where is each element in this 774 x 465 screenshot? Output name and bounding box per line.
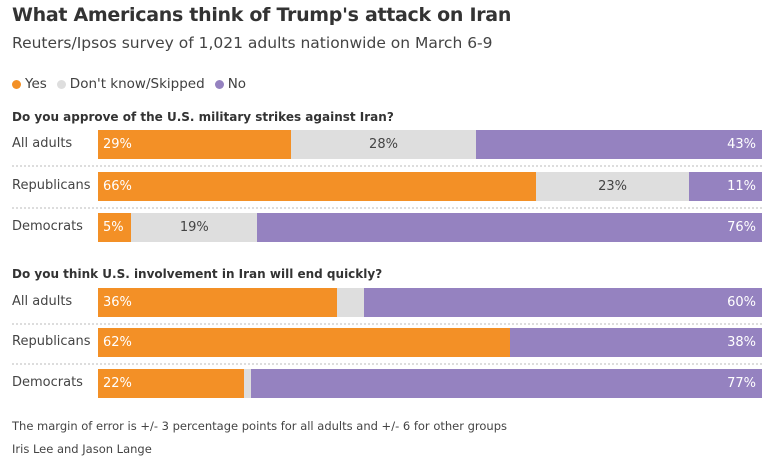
row-divider xyxy=(12,363,762,365)
row-divider xyxy=(12,165,762,167)
bar-row: All adults 36% 60% xyxy=(0,288,774,317)
legend-item-yes: Yes xyxy=(12,76,47,92)
bar-row: Democrats 22% 77% xyxy=(0,369,774,398)
data-label: 22% xyxy=(103,376,132,391)
row-divider xyxy=(12,207,762,209)
bar-segment-no: 76% xyxy=(257,213,762,242)
bar-segment-no: 77% xyxy=(250,369,762,398)
legend: Yes Don't know/Skipped No xyxy=(12,76,246,92)
legend-item-dont-know: Don't know/Skipped xyxy=(56,76,205,92)
stacked-bar: 22% 77% xyxy=(98,369,762,398)
data-label: 5% xyxy=(103,220,124,235)
stacked-bar: 36% 60% xyxy=(98,288,762,317)
data-label: 36% xyxy=(103,295,132,310)
legend-swatch xyxy=(214,79,224,89)
category-label: All adults xyxy=(12,136,73,151)
data-label: 60% xyxy=(727,295,756,310)
bar-segment-yes: 62% xyxy=(98,328,510,357)
legend-swatch xyxy=(56,79,66,89)
chart-title: What Americans think of Trump's attack o… xyxy=(12,4,512,26)
footnote: The margin of error is +/- 3 percentage … xyxy=(12,419,507,433)
stacked-bar: 29% 28% 43% xyxy=(98,130,762,159)
category-label: Republicans xyxy=(12,178,91,193)
bar-segment-no: 11% xyxy=(688,172,762,201)
category-label: Democrats xyxy=(12,219,83,234)
data-label: 43% xyxy=(727,137,756,152)
bar-segment-yes: 22% xyxy=(98,369,245,398)
bar-row: Democrats 5% 19% 76% xyxy=(0,213,774,242)
legend-label: Yes xyxy=(25,76,47,92)
bar-row: All adults 29% 28% 43% xyxy=(0,130,774,159)
category-label: Democrats xyxy=(12,375,83,390)
bar-segment-yes: 5% xyxy=(98,213,132,242)
data-label: 62% xyxy=(103,335,132,350)
legend-swatch xyxy=(12,79,21,89)
stacked-bar: 5% 19% 76% xyxy=(98,213,762,242)
category-label: Republicans xyxy=(12,334,91,349)
bar-segment-no: 60% xyxy=(363,288,762,317)
data-label: 77% xyxy=(727,376,756,391)
row-divider xyxy=(12,323,762,325)
bar-segment-don-t-know-skipped xyxy=(244,369,251,398)
bar-segment-no: 38% xyxy=(509,328,762,357)
bar-segment-don-t-know-skipped: 23% xyxy=(536,172,689,201)
category-label: All adults xyxy=(12,294,73,309)
bar-row: Republicans 66% 23% 11% xyxy=(0,172,774,201)
chart-subtitle: Reuters/Ipsos survey of 1,021 adults nat… xyxy=(12,34,493,52)
byline: Iris Lee and Jason Lange xyxy=(12,442,152,456)
bar-segment-don-t-know-skipped: 19% xyxy=(131,213,258,242)
data-label: 11% xyxy=(727,179,756,194)
stacked-bar: 62% 38% xyxy=(98,328,762,357)
legend-label: Don't know/Skipped xyxy=(69,76,205,92)
legend-label: No xyxy=(227,76,247,92)
data-label: 28% xyxy=(369,137,398,152)
legend-item-no: No xyxy=(214,76,247,92)
data-label: 76% xyxy=(727,220,756,235)
data-label: 19% xyxy=(179,220,209,235)
data-label: 38% xyxy=(727,335,756,350)
bar-segment-don-t-know-skipped xyxy=(337,288,364,317)
bar-row: Republicans 62% 38% xyxy=(0,328,774,357)
data-label: 29% xyxy=(103,137,132,152)
bar-segment-don-t-know-skipped: 28% xyxy=(290,130,477,159)
bar-segment-no: 43% xyxy=(476,130,762,159)
question-1-title: Do you approve of the U.S. military stri… xyxy=(12,110,394,124)
bar-segment-yes: 36% xyxy=(98,288,338,317)
question-2-title: Do you think U.S. involvement in Iran wi… xyxy=(12,267,383,281)
bar-segment-yes: 29% xyxy=(98,130,291,159)
bar-segment-yes: 66% xyxy=(98,172,537,201)
stacked-bar: 66% 23% 11% xyxy=(98,172,762,201)
data-label: 66% xyxy=(103,179,132,194)
data-label: 23% xyxy=(598,179,628,194)
